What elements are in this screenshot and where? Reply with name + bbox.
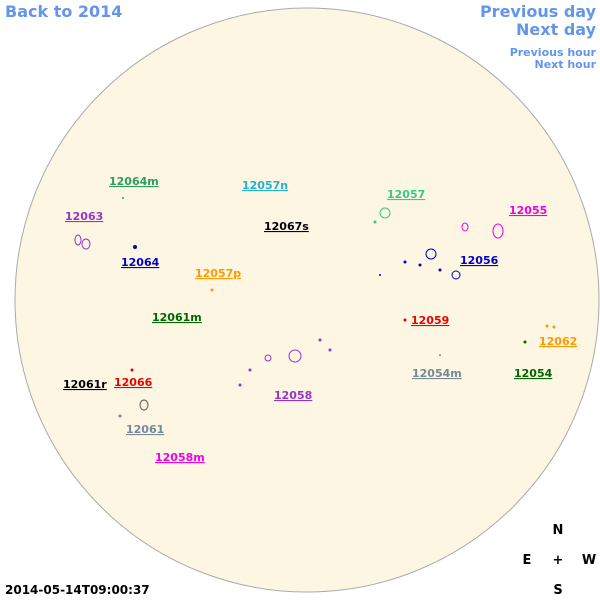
next-hour-link[interactable]: Next hour (535, 58, 597, 71)
region-label: 12055 (509, 204, 547, 217)
region-label: 12061 (126, 423, 164, 436)
compass-east: E (523, 553, 532, 568)
region-label: 12054 (514, 367, 553, 380)
region-label: 12058m (155, 451, 205, 464)
region-label: 12057 (387, 188, 425, 201)
region-label: 12061m (152, 311, 202, 324)
solar-disk (14, 7, 600, 593)
compass-south: S (553, 583, 562, 598)
region-label: 12057n (242, 179, 288, 192)
region-label: 12064 (121, 256, 160, 269)
spots (74, 197, 556, 418)
region-label: 12063 (65, 210, 103, 223)
region-label: 12059 (411, 314, 449, 327)
back-link[interactable]: Back to 2014 (5, 2, 122, 21)
previous-hour-link[interactable]: Previous hour (510, 46, 597, 59)
region-label: 12054m (412, 367, 462, 380)
region-label: 12064m (109, 175, 159, 188)
compass-center: + (553, 553, 564, 568)
compass-north: N (553, 523, 564, 538)
next-day-link[interactable]: Next day (516, 20, 597, 39)
region-label: 12058 (274, 389, 312, 402)
region-label: 12066 (114, 376, 153, 389)
region-labels: 12064m 12057n 12057 12055 12063 12067s 1… (63, 175, 577, 464)
region-label: 12062 (539, 335, 577, 348)
region-label: 12061r (63, 378, 107, 391)
timestamp: 2014-05-14T09:00:37 (5, 583, 150, 597)
previous-day-link[interactable]: Previous day (480, 2, 597, 21)
region-label: 12057p (195, 267, 241, 280)
compass-west: W (582, 553, 596, 568)
region-label: 12056 (460, 254, 499, 267)
region-label: 12067s (264, 220, 309, 233)
